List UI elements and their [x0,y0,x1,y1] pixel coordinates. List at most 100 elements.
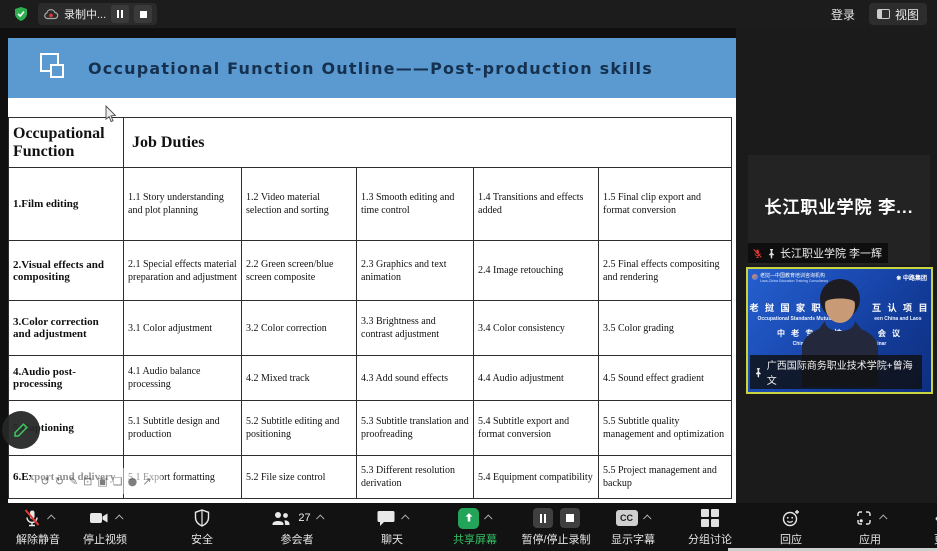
cc-icon: CC [615,510,638,526]
shared-screen-area: Occupational Function Outline——Post-prod… [0,28,736,503]
login-button[interactable]: 登录 [830,7,855,22]
column-header: Job Duties [122,117,733,168]
table-cell: 4.4 Audio adjustment [473,355,599,401]
speaker-display-name: 长江职业学院 李... [764,198,914,217]
presentation-slide: Occupational Function Outline——Post-prod… [8,38,736,503]
table-cell: 5.5 Project management and backup [597,455,733,499]
share-screen-button[interactable]: 共享屏幕 [449,507,501,547]
redo-icon[interactable]: ↻ [54,474,64,488]
security-button[interactable]: 安全 [176,507,228,547]
breakout-grid-icon [701,509,719,527]
speaker-name-label: 长江职业学院 李一辉 [780,248,883,260]
antivirus-shield-icon [12,5,30,23]
captions-button[interactable]: CC 显示字幕 [607,507,659,547]
breakout-rooms-button[interactable]: 分组讨论 [684,507,736,547]
toolbar-label: 回应 [780,534,802,546]
table-cell: 5.3 Different resolution derivation [356,455,474,499]
toolbar-label: 参会者 [280,534,314,546]
table-cell: 4.1 Audio balance processing [123,355,242,401]
toolbar-label: 分组讨论 [688,534,732,546]
stop-video-button[interactable]: 停止视频 [79,507,131,547]
table-cell: 5.2 File size control [241,455,357,499]
pencil-icon [14,423,28,437]
stop-icon [139,10,147,18]
chevron-up-icon[interactable] [878,514,888,523]
more-button[interactable]: ••• 更多 [919,507,937,547]
backdrop-right-logo: ❋ 中路集团 [896,276,927,282]
participants-button[interactable]: 27 参会者 [271,507,325,547]
share-screen-icon [458,507,479,529]
participants-count: 27 [298,512,311,524]
chevron-up-icon[interactable] [400,514,410,523]
stop-recording-button[interactable] [134,5,153,23]
annotation-pencil-button[interactable] [2,411,40,449]
chevron-up-icon[interactable] [315,514,325,523]
table-cell: 5.5 Subtitle quality management and opti… [597,400,733,456]
view-layout-icon [876,9,890,19]
unmute-button[interactable]: 解除静音 [12,507,64,547]
toolbar-label: 更多 [934,531,937,547]
video-name-tag: 广西国际商务职业技术学院+曾海文 [750,355,922,389]
comment-icon[interactable]: ❏ [112,474,123,488]
share-arrow-icon[interactable]: ↗ [142,474,152,488]
chevron-up-icon[interactable] [46,514,56,523]
spotlight-icon[interactable]: ⊡ [83,474,93,488]
table-cell: 2.1 Special effects material preparation… [123,240,242,301]
table-cell: 3.Color correction and adjustment [8,300,124,356]
stop-recording-icon[interactable] [559,508,580,528]
org-logo-icon [752,274,758,280]
backdrop-left-logo: 老挝—中国教育培训咨询机构 Laos-China Education Train… [752,273,828,283]
table-header-row: Occupational Function Job Duties [8,117,733,168]
table-cell: 2.5 Final effects compositing and render… [597,240,733,301]
mouse-cursor [105,104,118,129]
toolbar-label: 应用 [859,534,881,546]
table-cell: 2.4 Image retouching [473,240,599,301]
toolbar-label: 显示字幕 [611,534,655,546]
table-cell: 4.Audio post-processing [8,355,124,401]
speaker-tile[interactable]: 长江职业学院 李... 长江职业学院 李一辉 [748,155,930,265]
undo-icon[interactable]: ↺ [40,474,50,488]
more-dots-icon: ••• [935,511,937,526]
top-bar: 录制中... 登录 视图 [0,0,937,28]
chevron-up-icon[interactable] [114,514,124,523]
video-name-label: 广西国际商务职业技术学院+曾海文 [766,361,913,387]
chevron-up-icon[interactable] [484,514,493,523]
participants-icon [272,512,290,525]
chat-button[interactable]: 聊天 [366,507,418,547]
snapshot-icon[interactable]: ▣ [97,474,108,488]
pause-recording-icon[interactable] [532,508,553,528]
table-row: 1.Film editing 1.1 Story understanding a… [8,167,733,241]
view-button[interactable]: 视图 [868,3,927,25]
draw-icon[interactable]: ✎ [68,474,79,488]
table-cell: 1.5 Final clip export and format convers… [597,167,733,241]
table-row: 3.Color correction and adjustment 3.1 Co… [8,300,733,356]
active-speaker-video-tile[interactable]: 老挝—中国教育培训咨询机构 Laos-China Education Train… [746,267,933,394]
slide-title-banner: Occupational Function Outline——Post-prod… [8,38,736,98]
camera-icon [89,513,107,523]
overlapping-squares-icon [38,51,70,85]
toolbar-label: 共享屏幕 [453,534,497,546]
table-cell: 1.2 Video material selection and sorting [241,167,357,241]
toolbar-label: 停止视频 [83,534,127,546]
table-cell: 3.2 Color correction [241,300,357,356]
table-cell: 5.4 Subtitle export and format conversio… [473,400,599,456]
chevron-up-icon[interactable] [642,514,652,523]
pause-recording-button[interactable] [111,5,130,23]
table-cell: 1.Film editing [8,167,124,241]
table-row: 5.Captioning 5.1 Subtitle design and pro… [8,400,733,456]
participants-sidebar: 长江职业学院 李... 长江职业学院 李一辉 老挝—中国教育培训咨询机构 Lao… [736,28,937,503]
view-button-label: 视图 [894,7,919,22]
pause-stop-recording-button[interactable]: 暂停/停止录制 [521,507,591,547]
table-cell: 5.3 Subtitle translation and proofreadin… [356,400,474,456]
slide-title: Occupational Function Outline——Post-prod… [88,58,653,78]
apps-icon [856,511,871,525]
chat-bubble-icon [377,511,394,526]
shield-icon [194,509,210,527]
reactions-button[interactable]: 回应 [765,507,817,547]
apps-button[interactable]: 应用 [844,507,896,547]
table-cell: 1.1 Story understanding and plot plannin… [123,167,242,241]
annotation-toolbar[interactable]: ↺ ↻ ✎ ⊡ ▣ ❏ ● ↗ [30,468,162,494]
recording-status-text: 录制中... [64,9,107,21]
cloud-recording-icon [44,9,59,20]
more-tools-icon[interactable]: ● [127,474,138,488]
